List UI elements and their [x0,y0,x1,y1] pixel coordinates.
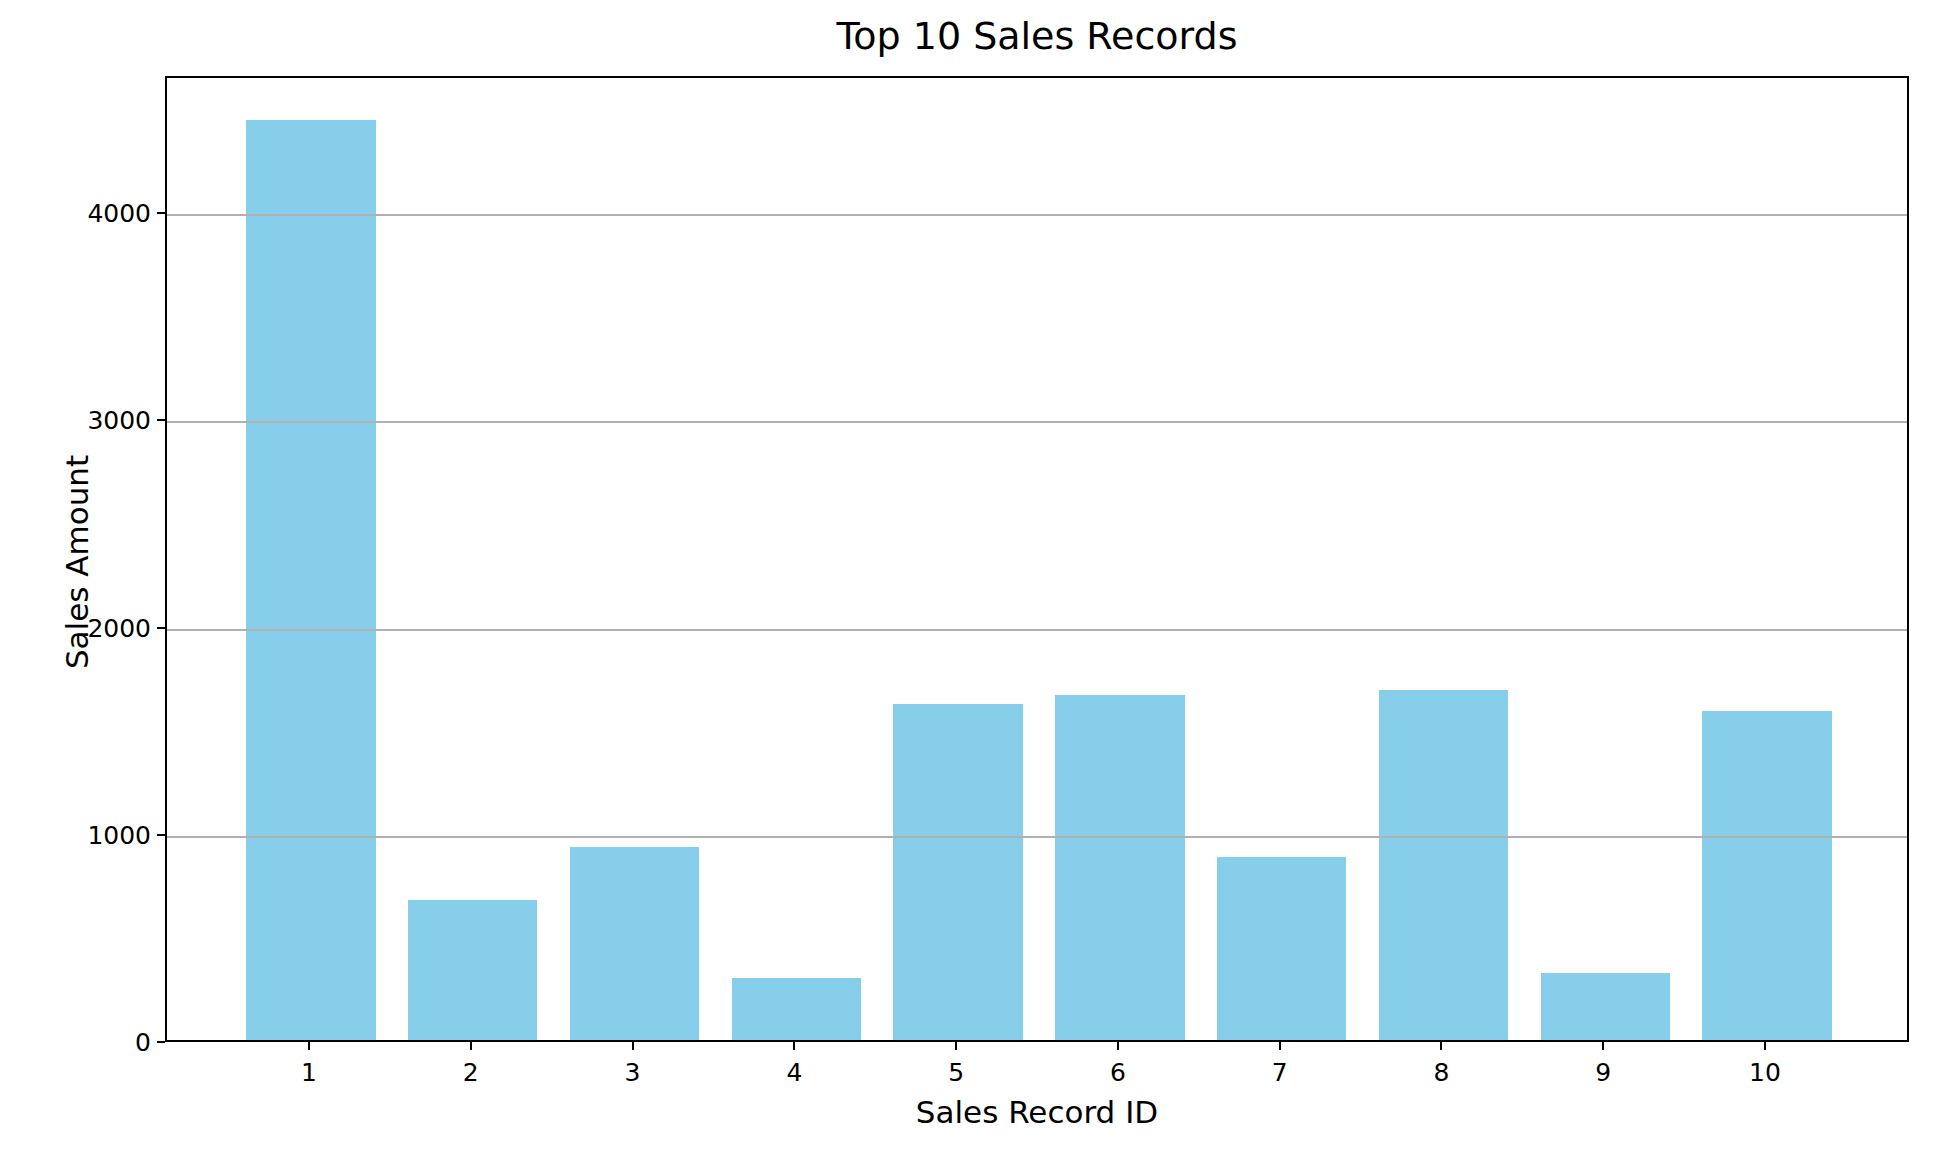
x-tick-label-5: 5 [948,1058,964,1087]
y-axis-label: Sales Amount [59,402,95,722]
x-tick-label-6: 6 [1110,1058,1126,1087]
x-tick-label-10: 10 [1749,1058,1781,1087]
y-tick-label-4000: 4000 [41,199,151,228]
bar-record-4 [732,978,861,1040]
x-tick-label-7: 7 [1272,1058,1288,1087]
y-tick-label-0: 0 [41,1028,151,1057]
x-tick-label-4: 4 [786,1058,802,1087]
bar-record-1 [246,120,375,1040]
bar-record-7 [1217,857,1346,1040]
bar-record-10 [1702,711,1831,1040]
x-tick-mark-6 [1117,1042,1119,1050]
x-tick-mark-8 [1440,1042,1442,1050]
y-tick-mark-1000 [157,834,165,836]
y-tick-mark-2000 [157,627,165,629]
y-tick-label-3000: 3000 [41,406,151,435]
x-tick-mark-2 [470,1042,472,1050]
x-tick-label-9: 9 [1595,1058,1611,1087]
x-tick-label-8: 8 [1433,1058,1449,1087]
x-tick-label-1: 1 [301,1058,317,1087]
x-tick-mark-1 [308,1042,310,1050]
x-tick-label-2: 2 [463,1058,479,1087]
x-axis-label: Sales Record ID [165,1094,1909,1130]
bar-record-8 [1379,690,1508,1040]
bar-record-5 [893,704,1022,1040]
bars-layer [167,78,1907,1040]
figure: Top 10 Sales Records Sales Amount 0 1000 2… [0,0,1952,1172]
bar-record-2 [408,900,537,1040]
x-tick-mark-7 [1279,1042,1281,1050]
chart-title: Top 10 Sales Records [165,16,1909,58]
y-tick-mark-3000 [157,419,165,421]
x-tick-mark-3 [632,1042,634,1050]
bar-record-9 [1541,973,1670,1040]
plot-area [165,76,1909,1042]
x-tick-mark-9 [1602,1042,1604,1050]
bar-record-3 [570,847,699,1040]
x-tick-label-3: 3 [625,1058,641,1087]
x-tick-mark-10 [1764,1042,1766,1050]
y-tick-mark-0 [157,1041,165,1043]
y-tick-label-1000: 1000 [41,820,151,849]
y-tick-label-2000: 2000 [41,613,151,642]
bar-record-6 [1055,695,1184,1040]
x-tick-mark-5 [955,1042,957,1050]
x-tick-mark-4 [793,1042,795,1050]
y-tick-mark-4000 [157,212,165,214]
